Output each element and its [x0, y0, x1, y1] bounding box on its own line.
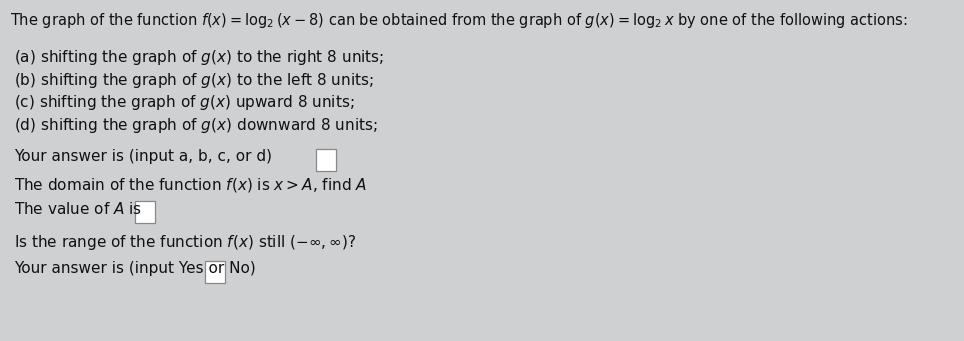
Text: (c) shifting the graph of $g(x)$ upward 8 units;: (c) shifting the graph of $g(x)$ upward …: [14, 93, 355, 112]
Text: Is the range of the function $f(x)$ still $(-\infty, \infty)$?: Is the range of the function $f(x)$ stil…: [14, 233, 357, 252]
Text: (a) shifting the graph of $g(x)$ to the right 8 units;: (a) shifting the graph of $g(x)$ to the …: [14, 48, 385, 67]
Text: Your answer is (input Yes or No): Your answer is (input Yes or No): [14, 261, 255, 276]
Text: Your answer is (input a, b, c, or d): Your answer is (input a, b, c, or d): [14, 149, 272, 164]
Text: The domain of the function $f(x)$ is $x > A$, find $A$: The domain of the function $f(x)$ is $x …: [14, 176, 367, 194]
Text: (d) shifting the graph of $g(x)$ downward 8 units;: (d) shifting the graph of $g(x)$ downwar…: [14, 116, 378, 135]
Text: (b) shifting the graph of $g(x)$ to the left 8 units;: (b) shifting the graph of $g(x)$ to the …: [14, 71, 374, 90]
FancyBboxPatch shape: [135, 201, 155, 223]
FancyBboxPatch shape: [316, 149, 336, 171]
Text: The value of $A$ is: The value of $A$ is: [14, 201, 142, 217]
Text: The graph of the function $f(x) = \log_2(x-8)$ can be obtained from the graph of: The graph of the function $f(x) = \log_2…: [10, 11, 907, 30]
FancyBboxPatch shape: [205, 261, 225, 283]
